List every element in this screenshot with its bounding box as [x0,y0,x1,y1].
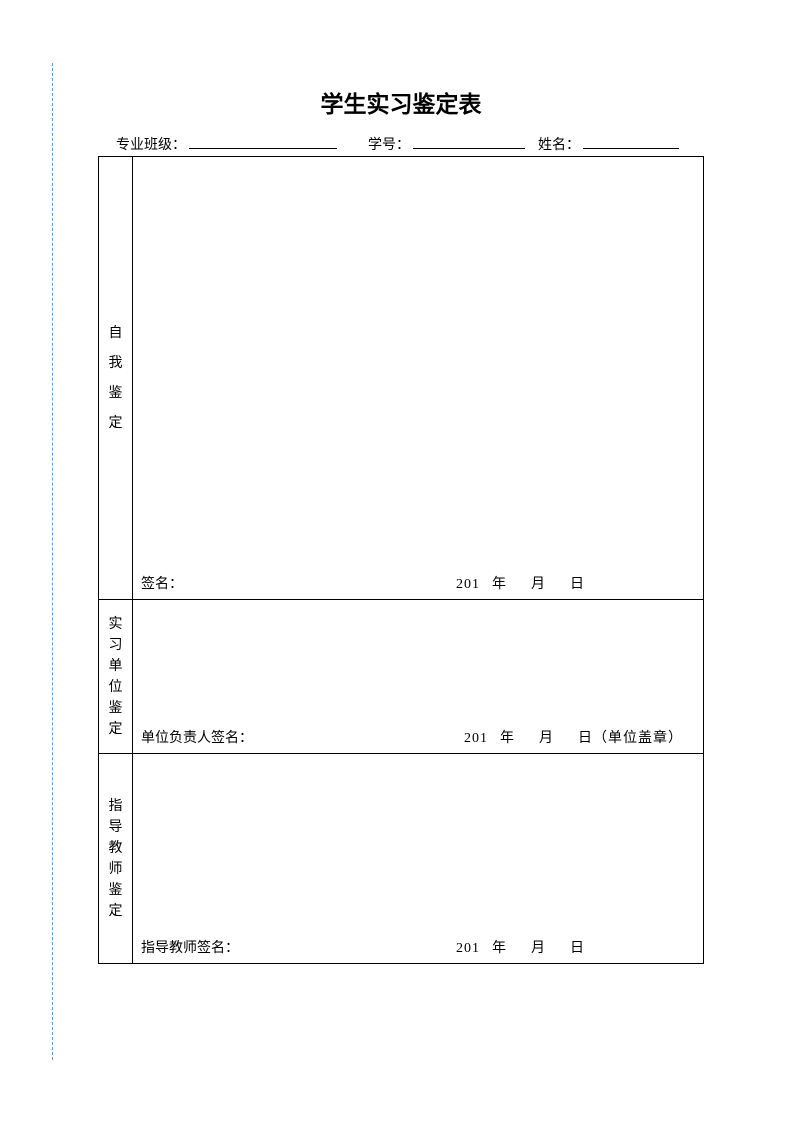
self-eval-label-cell: 自 我 鉴 定 [99,157,133,600]
page-margin-guide [52,63,53,1060]
unit-eval-char: 实 [99,614,132,635]
teacher-eval-char: 教 [99,838,132,859]
name-input-line[interactable] [583,133,679,149]
unit-eval-char: 定 [99,719,132,740]
teacher-eval-char: 师 [99,859,132,880]
self-sign-label: 签名： [141,573,183,593]
teacher-eval-char: 指 [99,796,132,817]
class-label: 专业班级： [116,134,186,154]
unit-eval-label-cell: 实 习 单 位 鉴 定 [99,600,133,754]
class-input-line[interactable] [189,133,337,149]
self-eval-char: 定 [99,413,132,434]
student-id-input-line[interactable] [413,133,525,149]
self-eval-char: 自 [99,323,132,344]
self-eval-char: 鉴 [99,383,132,404]
unit-eval-char: 位 [99,677,132,698]
unit-eval-content-cell[interactable]: 单位负责人签名： 201年月日（单位盖章） [133,600,704,754]
self-eval-signature-cell: 签名： 201年月日 [133,572,704,600]
unit-eval-char: 习 [99,635,132,656]
teacher-eval-label-cell: 指 导 教 师 鉴 定 [99,754,133,964]
form-title: 学生实习鉴定表 [98,85,704,119]
unit-eval-char: 单 [99,656,132,677]
name-label: 姓名： [538,134,580,154]
teacher-sign-label: 指导教师签名： [141,937,239,957]
unit-eval-char: 鉴 [99,698,132,719]
page-content: 学生实习鉴定表 专业班级： 学号： 姓名： 自 我 鉴 定 签名： [0,0,794,1024]
teacher-eval-char: 导 [99,817,132,838]
teacher-sign-date: 201年月日 [456,937,585,957]
unit-sign-label: 单位负责人签名： [141,727,253,747]
teacher-eval-char: 定 [99,901,132,922]
unit-sign-date: 201年月日（单位盖章） [464,727,683,747]
student-id-label: 学号： [368,134,410,154]
self-eval-content-cell[interactable] [133,157,704,572]
evaluation-table: 自 我 鉴 定 签名： 201年月日 实 [98,156,704,964]
teacher-eval-content-cell[interactable]: 指导教师签名： 201年月日 [133,754,704,964]
self-sign-date: 201年月日 [456,573,585,593]
teacher-eval-char: 鉴 [99,880,132,901]
self-eval-char: 我 [99,353,132,374]
header-fields-row: 专业班级： 学号： 姓名： [98,133,704,154]
